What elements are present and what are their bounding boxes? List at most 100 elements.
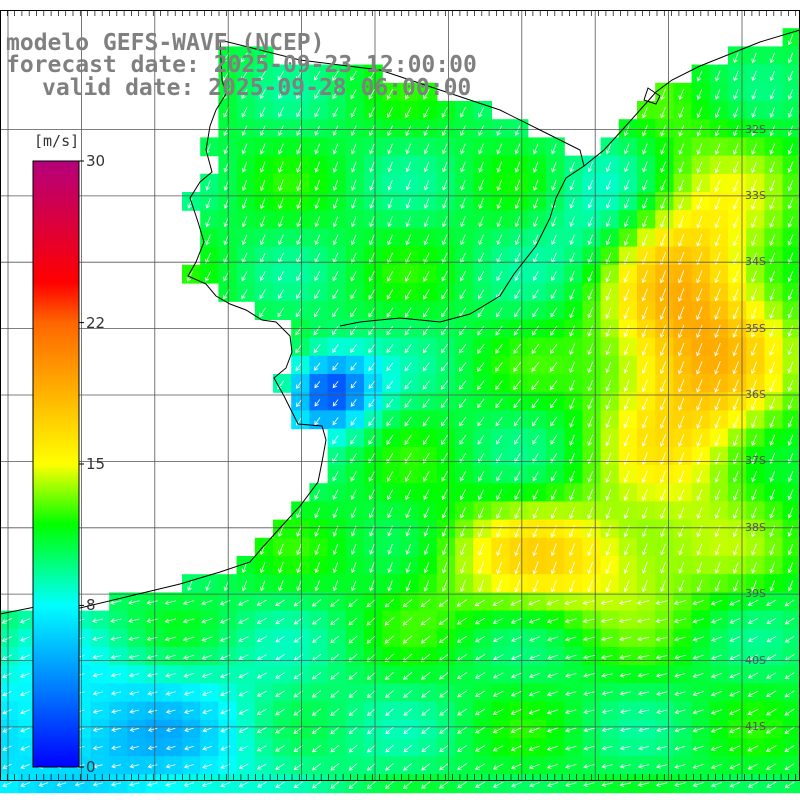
wind-arrow bbox=[423, 107, 430, 119]
wind-arrow bbox=[546, 763, 559, 769]
wind-cell bbox=[491, 501, 511, 521]
wind-cell bbox=[327, 738, 347, 757]
wind-arrow bbox=[747, 690, 759, 697]
wind-arrow bbox=[656, 709, 668, 715]
wind-arrow bbox=[351, 562, 357, 574]
wind-arrow bbox=[514, 434, 521, 445]
wind-cell bbox=[491, 556, 511, 575]
wind-arrow bbox=[623, 397, 630, 411]
wind-arrow bbox=[423, 561, 430, 574]
wind-cell bbox=[582, 301, 602, 320]
wind-arrow bbox=[587, 525, 594, 538]
wind-arrow bbox=[750, 379, 757, 393]
wind-arrow bbox=[714, 507, 721, 520]
wind-arrow bbox=[605, 470, 612, 483]
wind-arrow bbox=[492, 617, 504, 624]
wind-arrow bbox=[278, 216, 284, 228]
wind-arrow bbox=[278, 271, 284, 282]
wind-arrow bbox=[733, 52, 739, 64]
wind-cell bbox=[291, 101, 310, 120]
wind-cell bbox=[400, 483, 420, 502]
wind-arrow bbox=[784, 708, 795, 716]
wind-arrow bbox=[638, 745, 650, 751]
wind-arrow bbox=[550, 525, 557, 538]
wind-arrow bbox=[182, 618, 195, 624]
wind-arrow bbox=[460, 216, 466, 228]
wind-arrow bbox=[769, 361, 776, 374]
wind-arrow bbox=[569, 198, 575, 209]
wind-arrow bbox=[201, 636, 213, 642]
wind-cell bbox=[364, 647, 383, 666]
wind-arrow bbox=[459, 325, 467, 336]
wind-arrow bbox=[605, 288, 612, 301]
wind-cell bbox=[673, 428, 693, 448]
wind-arrow bbox=[714, 416, 721, 429]
wind-arrow bbox=[601, 763, 613, 769]
wind-cell bbox=[309, 392, 329, 411]
wind-arrow bbox=[729, 672, 741, 679]
wind-arrow bbox=[440, 362, 449, 372]
wind-cell bbox=[291, 355, 310, 375]
wind-arrow bbox=[728, 727, 741, 734]
wind-cell bbox=[327, 410, 347, 430]
wind-arrow bbox=[202, 764, 213, 769]
wind-arrow bbox=[348, 762, 358, 771]
wind-cell bbox=[291, 701, 310, 721]
wind-cell bbox=[309, 337, 329, 357]
wind-arrow bbox=[747, 672, 759, 679]
wind-arrow bbox=[403, 690, 413, 698]
wind-arrow bbox=[369, 143, 375, 155]
wind-arrow bbox=[769, 216, 776, 228]
wind-cell bbox=[327, 774, 347, 794]
wind-cell bbox=[364, 610, 383, 630]
wind-arrow bbox=[474, 617, 486, 625]
wind-arrow bbox=[295, 325, 303, 336]
coastline-brazil-path bbox=[583, 29, 800, 167]
wind-arrow bbox=[403, 744, 412, 753]
wind-arrow bbox=[619, 727, 631, 733]
wind-arrow bbox=[587, 325, 594, 337]
wind-cell bbox=[18, 647, 37, 666]
wind-arrow bbox=[403, 763, 413, 771]
wind-arrow bbox=[659, 324, 667, 339]
wind-arrow bbox=[729, 781, 741, 788]
wind-arrow bbox=[421, 708, 431, 716]
wind-cell bbox=[673, 228, 693, 248]
wind-cell bbox=[254, 64, 274, 84]
wind-cell bbox=[345, 210, 365, 229]
wind-arrow bbox=[442, 198, 448, 209]
wind-arrow bbox=[385, 726, 394, 735]
wind-arrow bbox=[569, 307, 575, 319]
wind-arrow bbox=[642, 198, 648, 210]
wind-arrow bbox=[147, 709, 158, 714]
wind-arrow bbox=[1, 654, 12, 660]
wind-arrow bbox=[674, 654, 686, 660]
wind-arrow bbox=[146, 654, 158, 660]
wind-arrow bbox=[147, 691, 158, 696]
wind-arrow bbox=[205, 270, 212, 282]
wind-arrow bbox=[386, 270, 394, 282]
wind-arrow bbox=[787, 580, 794, 592]
wind-arrow bbox=[368, 252, 375, 264]
wind-arrow bbox=[423, 234, 430, 246]
wind-arrow bbox=[569, 561, 575, 575]
wind-arrow bbox=[605, 579, 612, 593]
wind-arrow bbox=[787, 561, 794, 574]
wind-cell bbox=[491, 374, 511, 393]
wind-arrow bbox=[165, 763, 176, 769]
wind-arrow bbox=[438, 617, 449, 625]
wind-cell bbox=[509, 210, 529, 229]
wind-arrow bbox=[714, 197, 721, 211]
wind-arrow bbox=[784, 635, 795, 643]
wind-arrow bbox=[714, 525, 721, 538]
wind-arrow bbox=[369, 580, 375, 592]
wind-arrow bbox=[20, 745, 30, 751]
wind-cell bbox=[200, 683, 219, 703]
wind-cell bbox=[582, 337, 602, 357]
wind-arrow bbox=[296, 289, 303, 300]
wind-arrow bbox=[147, 745, 158, 751]
wind-arrow bbox=[404, 344, 412, 354]
wind-cell bbox=[564, 647, 583, 666]
wind-arrow bbox=[747, 763, 759, 770]
model-title: modelo GEFS-WAVE (NCEP) bbox=[6, 30, 325, 56]
